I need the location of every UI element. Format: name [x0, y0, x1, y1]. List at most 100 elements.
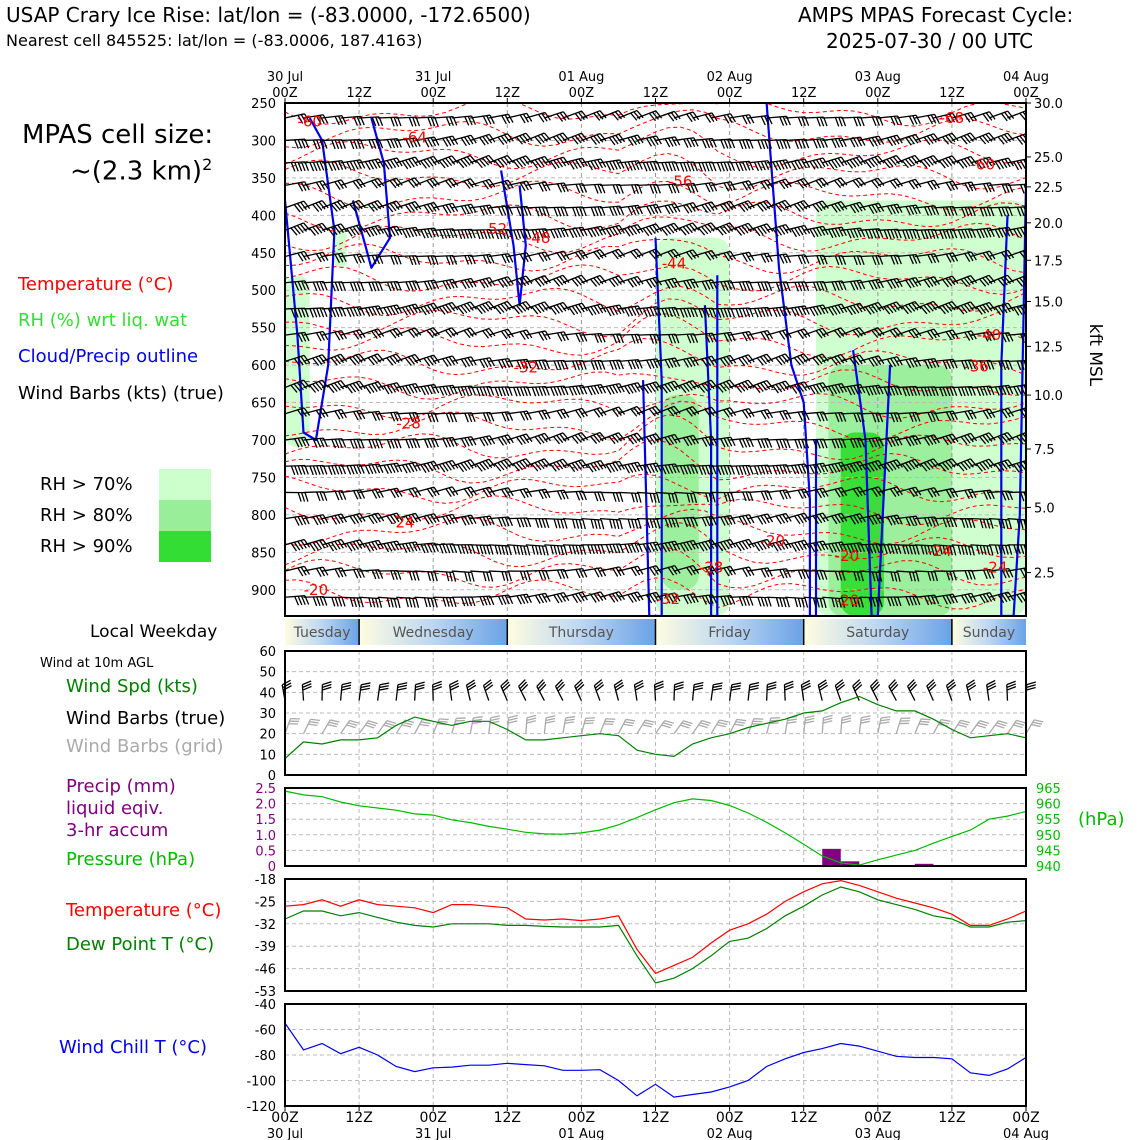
- wind-barb-flag: [738, 516, 745, 526]
- wind-barb-flag: [1032, 721, 1043, 725]
- wind-barb-flag: [356, 439, 362, 449]
- wind-barb-flag: [297, 114, 304, 124]
- wind-barb-flag: [838, 542, 844, 552]
- wind-barb-flag: [555, 679, 563, 687]
- wind-barb-flag: [593, 409, 601, 418]
- wind-barb-flag: [423, 385, 430, 395]
- wind-barb-flag: [540, 302, 548, 311]
- wind-barb-flag: [300, 437, 307, 447]
- wind-barb-flag: [481, 157, 490, 166]
- wind-barb-flag: [745, 161, 751, 171]
- wind-barb-flag: [593, 227, 600, 237]
- wind-barb-flag: [834, 679, 844, 687]
- wind-barb-flag: [704, 224, 712, 234]
- wind-barb-flag: [300, 182, 307, 191]
- wind-barb-flag: [846, 386, 852, 396]
- wind-barb-flag: [815, 330, 823, 339]
- wind-barb-flag: [1003, 133, 1011, 143]
- wind-barb-flag: [930, 329, 937, 339]
- wind-barb-flag: [386, 306, 393, 316]
- wind-barb-flag: [599, 133, 607, 142]
- wind-barb-flag: [693, 356, 699, 366]
- temperature-contour: [285, 180, 1026, 211]
- wind-barb-flag: [939, 387, 944, 397]
- wind-barb-flag: [997, 594, 1005, 604]
- height-tick-label: 2.5: [1034, 567, 1055, 582]
- wind-barb-flag: [786, 597, 790, 608]
- wind-barb-flag: [371, 330, 378, 340]
- wind-barb-flag: [704, 408, 712, 418]
- wind-barb-flag: [923, 437, 931, 446]
- wind-barb-flag: [790, 307, 797, 317]
- wind-barb-flag: [652, 518, 657, 529]
- wind-barb-flag: [745, 139, 751, 149]
- wind-barb-flag: [823, 570, 828, 580]
- wind-barb-flag: [945, 303, 953, 312]
- wind-barb-flag: [796, 202, 805, 211]
- wind-barb-flag: [745, 281, 751, 291]
- wind-barb-flag: [541, 518, 546, 528]
- wind-barb-flag: [793, 357, 801, 366]
- wind-barb-flag: [624, 464, 631, 474]
- wind-barb-flag: [1007, 110, 1015, 119]
- wind-barb-flag: [473, 716, 483, 719]
- windchill-line: [284, 1022, 1027, 1098]
- wind-barb-flag: [318, 224, 326, 233]
- wind-barb-flag: [412, 542, 418, 552]
- wind-barb-flag: [434, 412, 439, 423]
- bottom-hour-label: 00Z: [271, 1110, 298, 1126]
- wind-barb-flag: [856, 228, 862, 238]
- wind-barb-flag: [1019, 160, 1026, 169]
- wind-barb-flag: [349, 307, 355, 317]
- wind-barb-flag: [330, 383, 338, 392]
- wind-barb-flag: [578, 183, 584, 193]
- wind-barb-flag: [674, 136, 681, 146]
- wind-barb-flag: [356, 568, 362, 579]
- wind-barb-flag: [856, 117, 862, 127]
- wind-barb-flag: [756, 226, 764, 236]
- wind-barb-flag: [742, 139, 747, 149]
- wind-barb-flag: [346, 161, 352, 171]
- wind-barb-flag: [924, 595, 930, 606]
- wind-barb-flag: [727, 139, 732, 149]
- wind-barb-flag: [438, 464, 446, 473]
- wind-barb-flag: [319, 307, 325, 318]
- wind-barb-flag: [979, 545, 984, 555]
- wind-barb-flag: [582, 206, 587, 217]
- wind-barb-flag: [804, 439, 810, 449]
- wind-barb-flag: [860, 116, 865, 127]
- wind-barb-flag: [405, 463, 412, 473]
- wind-barb-flag: [415, 461, 422, 471]
- wind-barb-flag: [575, 159, 582, 169]
- wind-barb-flag: [538, 182, 544, 192]
- wind-barb-flag: [674, 686, 684, 691]
- wind-barb-flag: [927, 595, 933, 605]
- wind-barb-flag: [711, 436, 718, 445]
- wind-barb-flag: [819, 305, 826, 315]
- wind-barb-flag: [522, 276, 530, 286]
- wind-barb-flag: [893, 229, 899, 239]
- wind-barb-flag: [408, 305, 415, 315]
- wind-barb-flag: [637, 334, 643, 344]
- wind-barb-flag: [964, 114, 971, 123]
- wind-barb-flag: [630, 205, 637, 216]
- wind-barb-flag: [856, 412, 862, 423]
- wind-barb-flag: [441, 305, 449, 314]
- wind-barb-flag: [1001, 228, 1007, 238]
- wind-barb-flag: [519, 114, 526, 124]
- wind-barb-flag: [630, 435, 638, 444]
- wind-barb-flag: [463, 461, 471, 470]
- wind-barb-flag: [704, 541, 712, 550]
- wind-barb-flag: [967, 684, 977, 691]
- wind-barb-flag: [779, 597, 784, 608]
- wind-barb-flag: [452, 572, 457, 582]
- wind-barb-flag: [612, 334, 618, 344]
- wind-barb-flag: [408, 138, 414, 148]
- wind-barb-flag: [624, 307, 630, 317]
- wind-barb-flag: [534, 159, 542, 168]
- wind-barb-flag: [426, 356, 434, 366]
- wind-barb-flag: [875, 571, 879, 582]
- wind-barb-flag: [865, 544, 870, 554]
- wind-barb-flag: [1019, 434, 1026, 443]
- wind-barb-flag: [764, 597, 769, 607]
